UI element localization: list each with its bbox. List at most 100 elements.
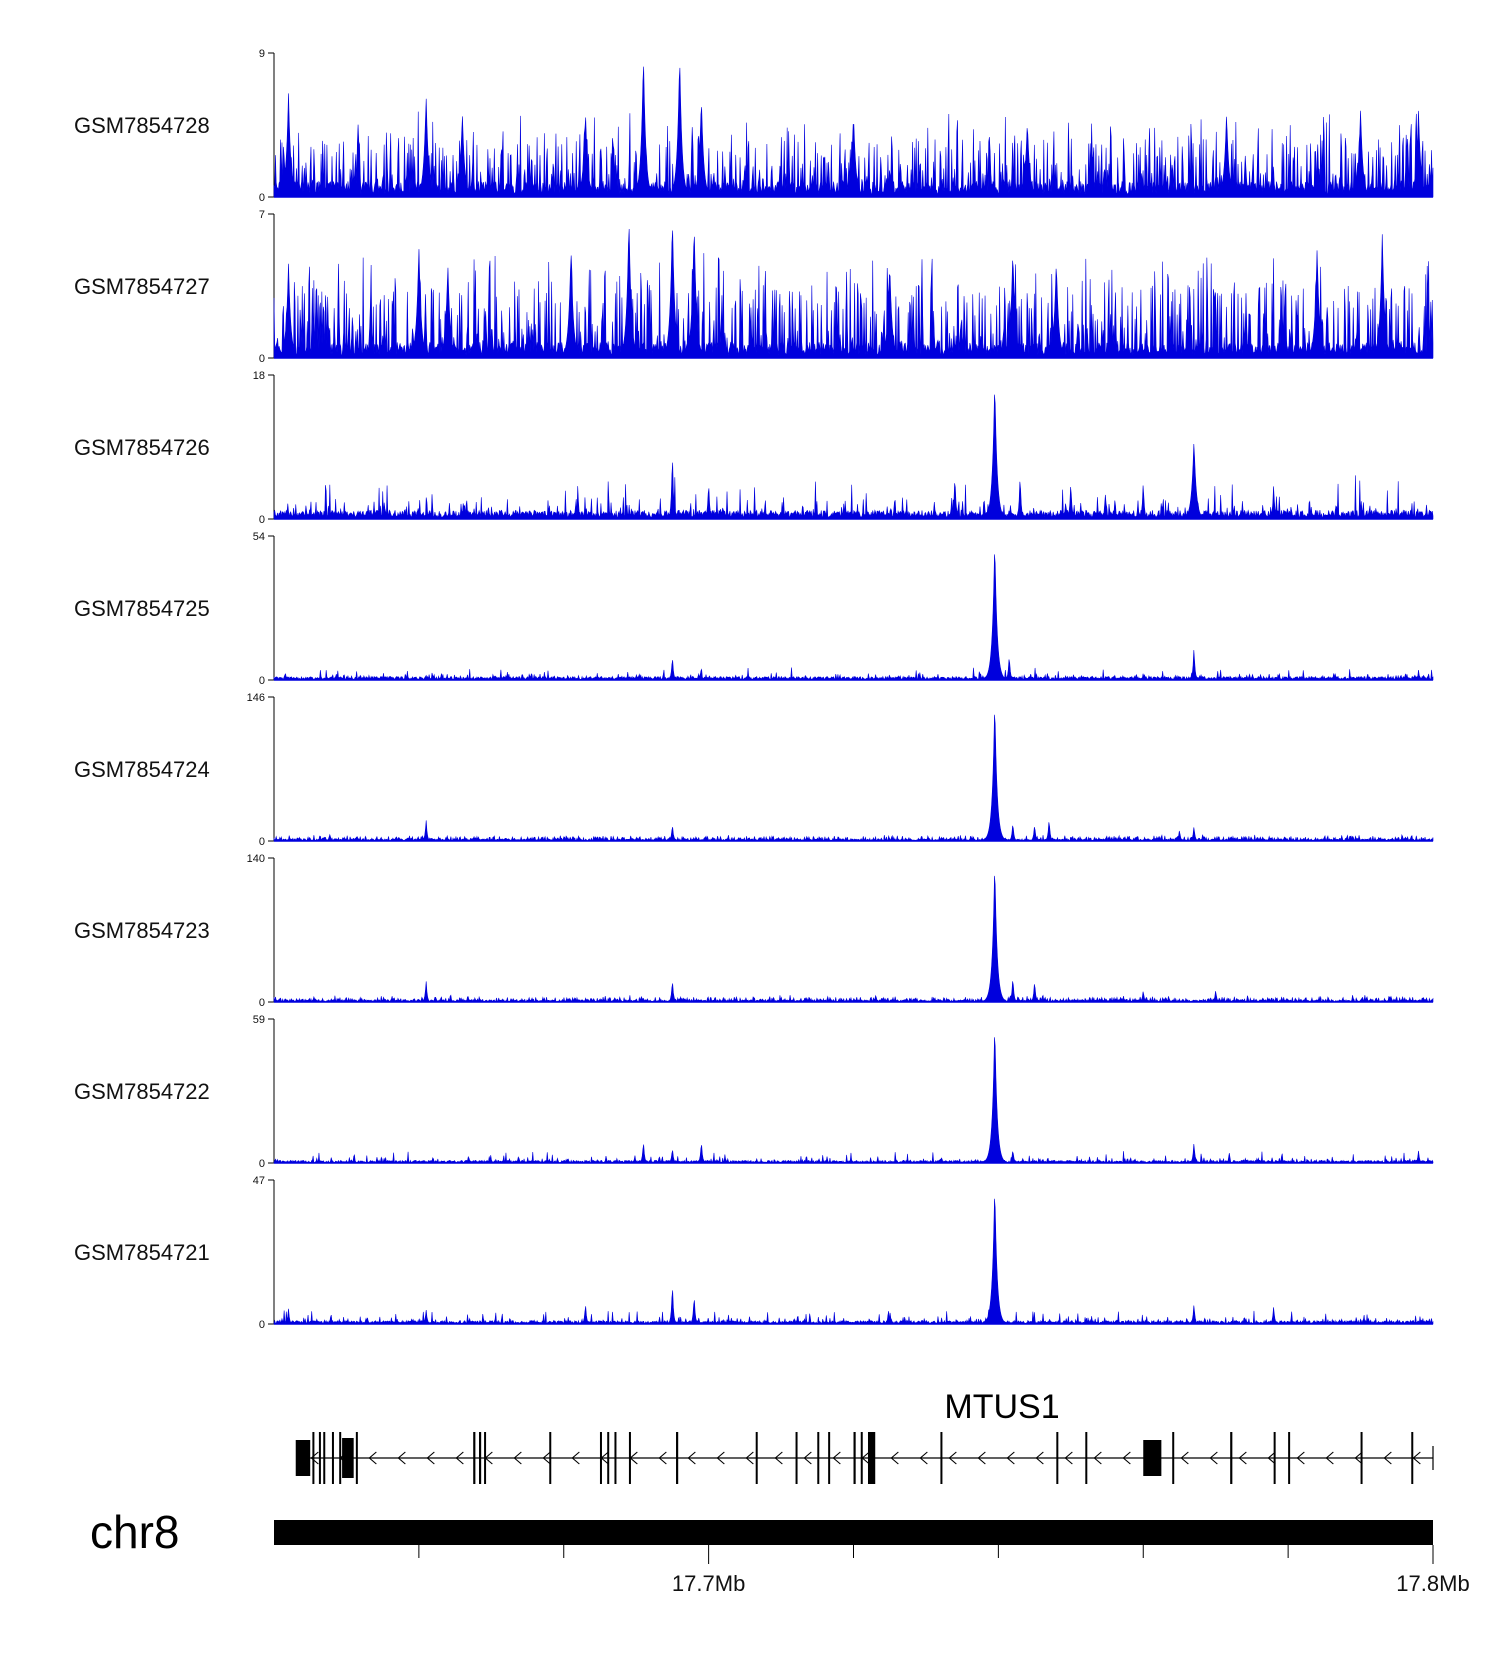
strand-arrow xyxy=(1296,1451,1305,1465)
y-axis-max-label: 140 xyxy=(247,853,265,865)
strand-arrow xyxy=(977,1451,986,1465)
y-axis-min-label: 0 xyxy=(259,997,265,1009)
y-axis-min-label: 0 xyxy=(259,353,265,365)
track-GSM7854727: GSM7854727 7 0 xyxy=(74,209,1434,365)
exon xyxy=(614,1432,617,1484)
strand-arrow xyxy=(426,1451,435,1465)
exon xyxy=(331,1432,334,1484)
track-GSM7854725: GSM7854725 54 0 xyxy=(74,531,1434,687)
strand-arrow xyxy=(1035,1451,1044,1465)
strand-arrow xyxy=(1267,1451,1276,1465)
y-axis-max-label: 7 xyxy=(259,209,265,221)
coverage-tracks: GSM785472890GSM785472770GSM7854726180GSM… xyxy=(74,48,1434,1331)
exon xyxy=(607,1432,610,1484)
exon xyxy=(795,1432,798,1484)
exon xyxy=(755,1432,758,1484)
coverage-area xyxy=(273,714,1434,842)
chromosome-label: chr8 xyxy=(90,1506,179,1558)
exon xyxy=(1143,1440,1162,1476)
exon xyxy=(817,1432,820,1484)
strand-arrow xyxy=(948,1451,957,1465)
strand-arrow xyxy=(1209,1451,1218,1465)
strand-arrow xyxy=(1325,1451,1334,1465)
track-label: GSM7854728 xyxy=(74,113,210,138)
strand-arrow xyxy=(687,1451,696,1465)
track-label: GSM7854721 xyxy=(74,1240,210,1265)
track-label: GSM7854724 xyxy=(74,757,210,782)
strand-arrow xyxy=(571,1451,580,1465)
y-axis-min-label: 0 xyxy=(259,514,265,526)
y-axis-max-label: 47 xyxy=(253,1175,265,1187)
gene-name-label: MTUS1 xyxy=(944,1388,1059,1426)
exon xyxy=(1230,1432,1233,1484)
exon xyxy=(628,1432,631,1484)
exon xyxy=(323,1432,326,1484)
track-GSM7854721: GSM7854721 47 0 xyxy=(74,1175,1434,1331)
y-axis-max-label: 54 xyxy=(253,531,265,543)
coverage-area xyxy=(273,1037,1434,1164)
strand-arrow xyxy=(890,1451,899,1465)
strand-arrow xyxy=(455,1451,464,1465)
strand-arrow xyxy=(1383,1451,1392,1465)
chromosome-axis: chr8 17.7Mb 17.8Mb xyxy=(90,1506,1470,1596)
y-axis-max-label: 9 xyxy=(259,48,265,60)
exon xyxy=(1085,1432,1088,1484)
coverage-area xyxy=(273,66,1434,198)
strand-arrow xyxy=(542,1451,551,1465)
coverage-area xyxy=(273,554,1434,681)
exon xyxy=(1273,1432,1276,1484)
track-label: GSM7854726 xyxy=(74,435,210,460)
exon xyxy=(867,1432,876,1484)
gene-track: MTUS1 xyxy=(295,1388,1434,1484)
strand-arrow xyxy=(1238,1451,1247,1465)
track-label: GSM7854725 xyxy=(74,596,210,621)
exon xyxy=(1360,1432,1363,1484)
track-label: GSM7854723 xyxy=(74,918,210,943)
y-axis-min-label: 0 xyxy=(259,1319,265,1331)
strand-arrow xyxy=(1093,1451,1102,1465)
exon xyxy=(478,1432,482,1484)
exon xyxy=(860,1432,863,1484)
strand-arrow xyxy=(1064,1451,1073,1465)
y-axis-max-label: 146 xyxy=(247,692,265,704)
track-label: GSM7854727 xyxy=(74,274,210,299)
exon xyxy=(312,1432,315,1484)
exon xyxy=(1172,1432,1175,1484)
y-axis-max-label: 18 xyxy=(253,370,265,382)
exon xyxy=(1056,1432,1059,1484)
y-axis-max-label: 59 xyxy=(253,1014,265,1026)
strand-arrow xyxy=(1122,1451,1131,1465)
strand-arrow xyxy=(397,1451,406,1465)
track-GSM7854723: GSM7854723 140 0 xyxy=(74,853,1434,1009)
y-axis-min-label: 0 xyxy=(259,675,265,687)
track-GSM7854724: GSM7854724 146 0 xyxy=(74,692,1434,848)
exon xyxy=(828,1432,831,1484)
y-axis-min-label: 0 xyxy=(259,836,265,848)
exon xyxy=(853,1432,856,1484)
strand-arrow xyxy=(774,1451,783,1465)
strand-arrow xyxy=(513,1451,522,1465)
strand-arrow xyxy=(310,1451,319,1465)
chromosome-bar xyxy=(274,1520,1433,1545)
exon xyxy=(355,1432,358,1484)
track-GSM7854728: GSM7854728 9 0 xyxy=(74,48,1434,204)
exon xyxy=(940,1432,943,1484)
exon xyxy=(342,1438,354,1478)
strand-arrow xyxy=(1006,1451,1015,1465)
strand-arrow xyxy=(832,1451,841,1465)
track-GSM7854726: GSM7854726 18 0 xyxy=(74,370,1434,526)
coverage-area xyxy=(273,875,1434,1003)
exon xyxy=(599,1432,602,1484)
strand-arrow xyxy=(1180,1451,1189,1465)
exon xyxy=(295,1440,311,1476)
exon xyxy=(339,1432,342,1484)
coverage-area xyxy=(273,394,1434,520)
strand-arrow xyxy=(368,1451,377,1465)
y-axis-min-label: 0 xyxy=(259,192,265,204)
strand-arrow xyxy=(658,1451,667,1465)
exon xyxy=(473,1432,476,1484)
exon xyxy=(1288,1432,1291,1484)
exon xyxy=(676,1432,679,1484)
strand-arrow xyxy=(745,1451,754,1465)
